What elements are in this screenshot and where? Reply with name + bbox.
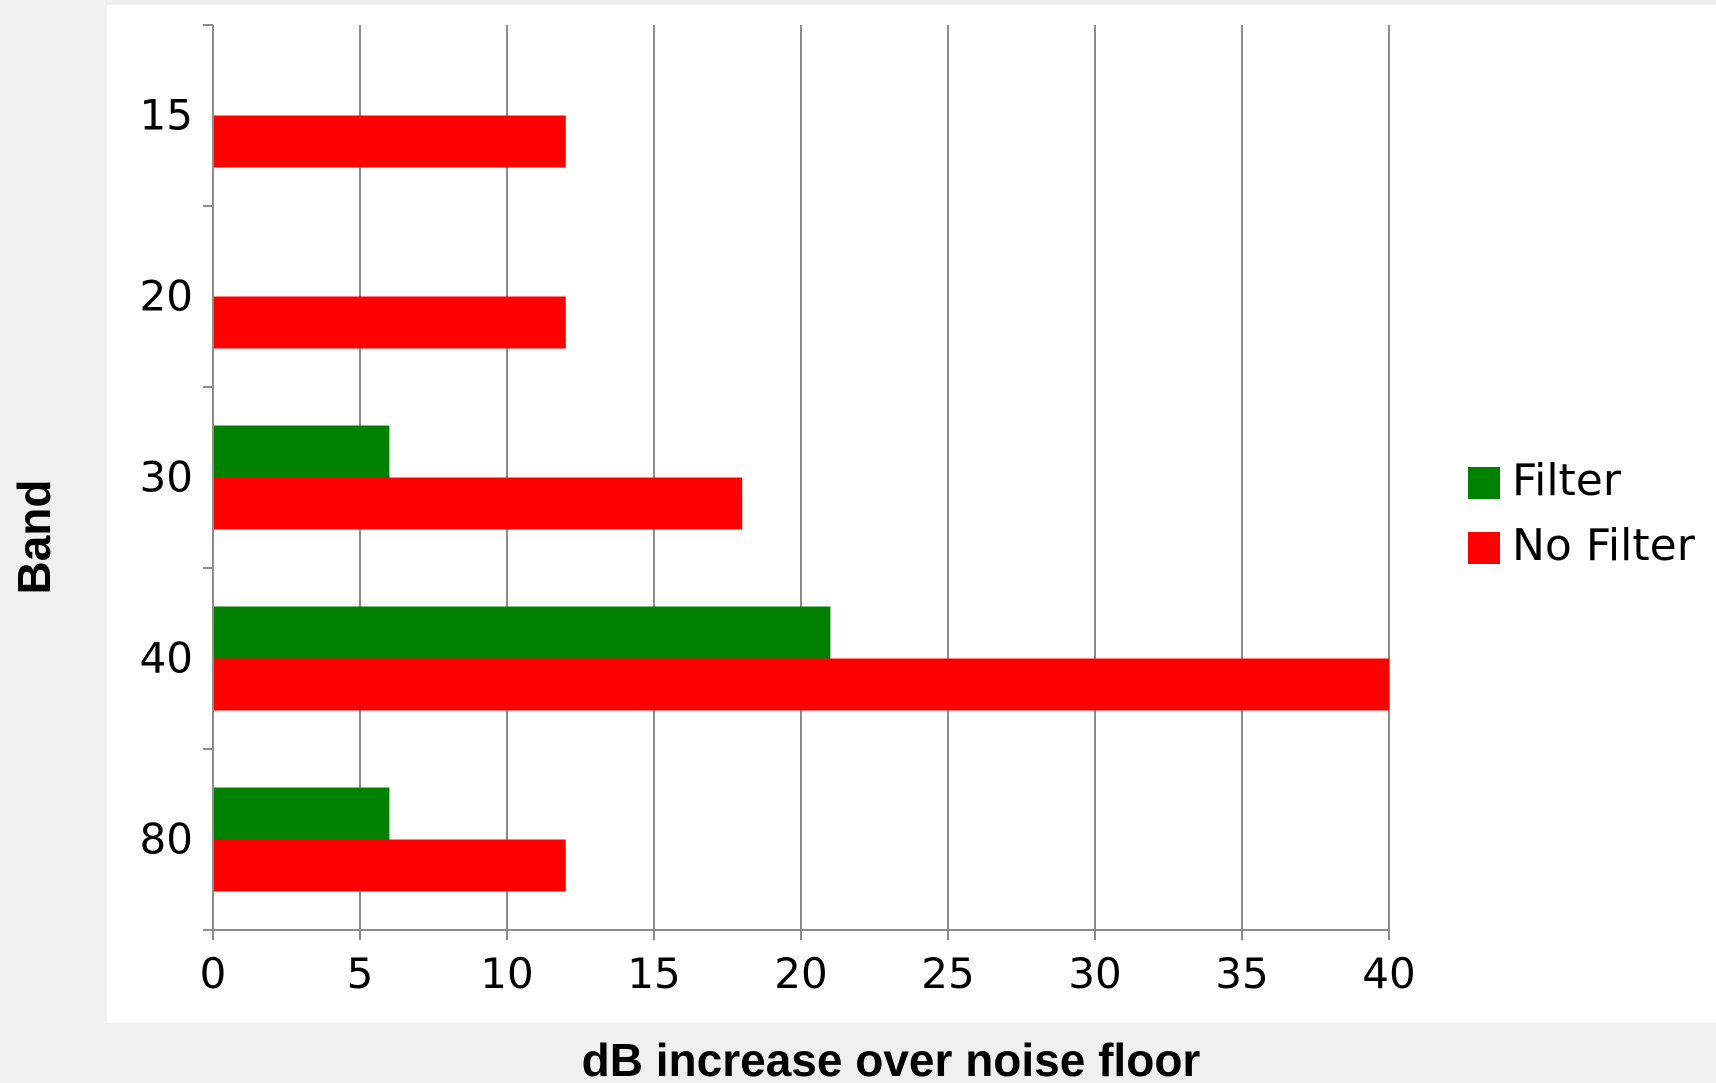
bars (213, 115, 1389, 892)
bar-filter-band-40 (213, 606, 831, 659)
bar-no-filter-band-80 (213, 839, 566, 892)
x-tick-label: 35 (1215, 949, 1268, 998)
bar-no-filter-band-30 (213, 477, 743, 530)
x-tick-label: 40 (1362, 949, 1415, 998)
legend: Filter No Filter (1468, 455, 1696, 571)
bar-filter-band-80 (213, 787, 390, 840)
y-axis-title: Band (8, 480, 60, 595)
x-tick-label: 25 (921, 949, 974, 998)
x-axis-title: dB increase over noise floor (582, 1034, 1201, 1083)
y-tick-label: 80 (140, 815, 193, 864)
axes (203, 24, 1390, 940)
x-tick-label: 5 (347, 949, 374, 998)
tick-labels: 0 5 10 15 20 25 30 35 40 15 20 30 40 80 (140, 91, 1416, 999)
legend-swatch-no-filter (1468, 532, 1500, 564)
x-tick-label: 0 (200, 949, 227, 998)
legend-label-filter: Filter (1512, 455, 1622, 506)
y-tick-label: 20 (140, 272, 193, 321)
y-tick-label: 40 (140, 634, 193, 683)
x-tick-label: 15 (627, 949, 680, 998)
x-tick-label: 10 (480, 949, 533, 998)
bar-filter-band-30 (213, 425, 390, 478)
bar-no-filter-band-20 (213, 296, 566, 349)
bar-no-filter-band-15 (213, 115, 566, 168)
legend-swatch-filter (1468, 467, 1500, 499)
legend-label-no-filter: No Filter (1512, 520, 1696, 571)
bar-no-filter-band-40 (213, 658, 1389, 711)
x-tick-label: 30 (1068, 949, 1121, 998)
x-tick-label: 20 (774, 949, 827, 998)
y-tick-label: 30 (140, 453, 193, 502)
y-tick-label: 15 (140, 91, 193, 140)
